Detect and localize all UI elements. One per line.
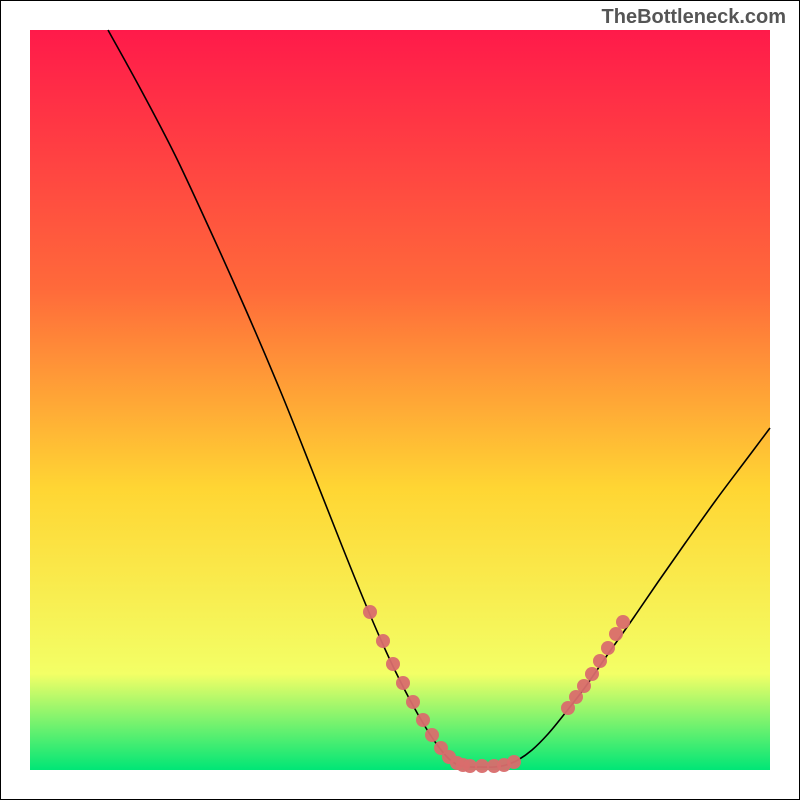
plot-background <box>30 30 770 770</box>
data-marker <box>425 728 439 742</box>
data-marker <box>363 605 377 619</box>
data-marker <box>616 615 630 629</box>
chart-container: { "watermark": { "text": "TheBottleneck.… <box>0 0 800 800</box>
data-marker <box>601 641 615 655</box>
data-marker <box>585 667 599 681</box>
data-marker <box>609 627 623 641</box>
data-marker <box>376 634 390 648</box>
data-marker <box>386 657 400 671</box>
data-marker <box>507 755 521 769</box>
bottleneck-chart <box>0 0 800 800</box>
data-marker <box>593 654 607 668</box>
data-marker <box>577 679 591 693</box>
data-marker <box>396 676 410 690</box>
data-marker <box>463 759 477 773</box>
data-marker <box>475 759 489 773</box>
data-marker <box>416 713 430 727</box>
data-marker <box>406 695 420 709</box>
watermark-text: TheBottleneck.com <box>602 6 786 29</box>
